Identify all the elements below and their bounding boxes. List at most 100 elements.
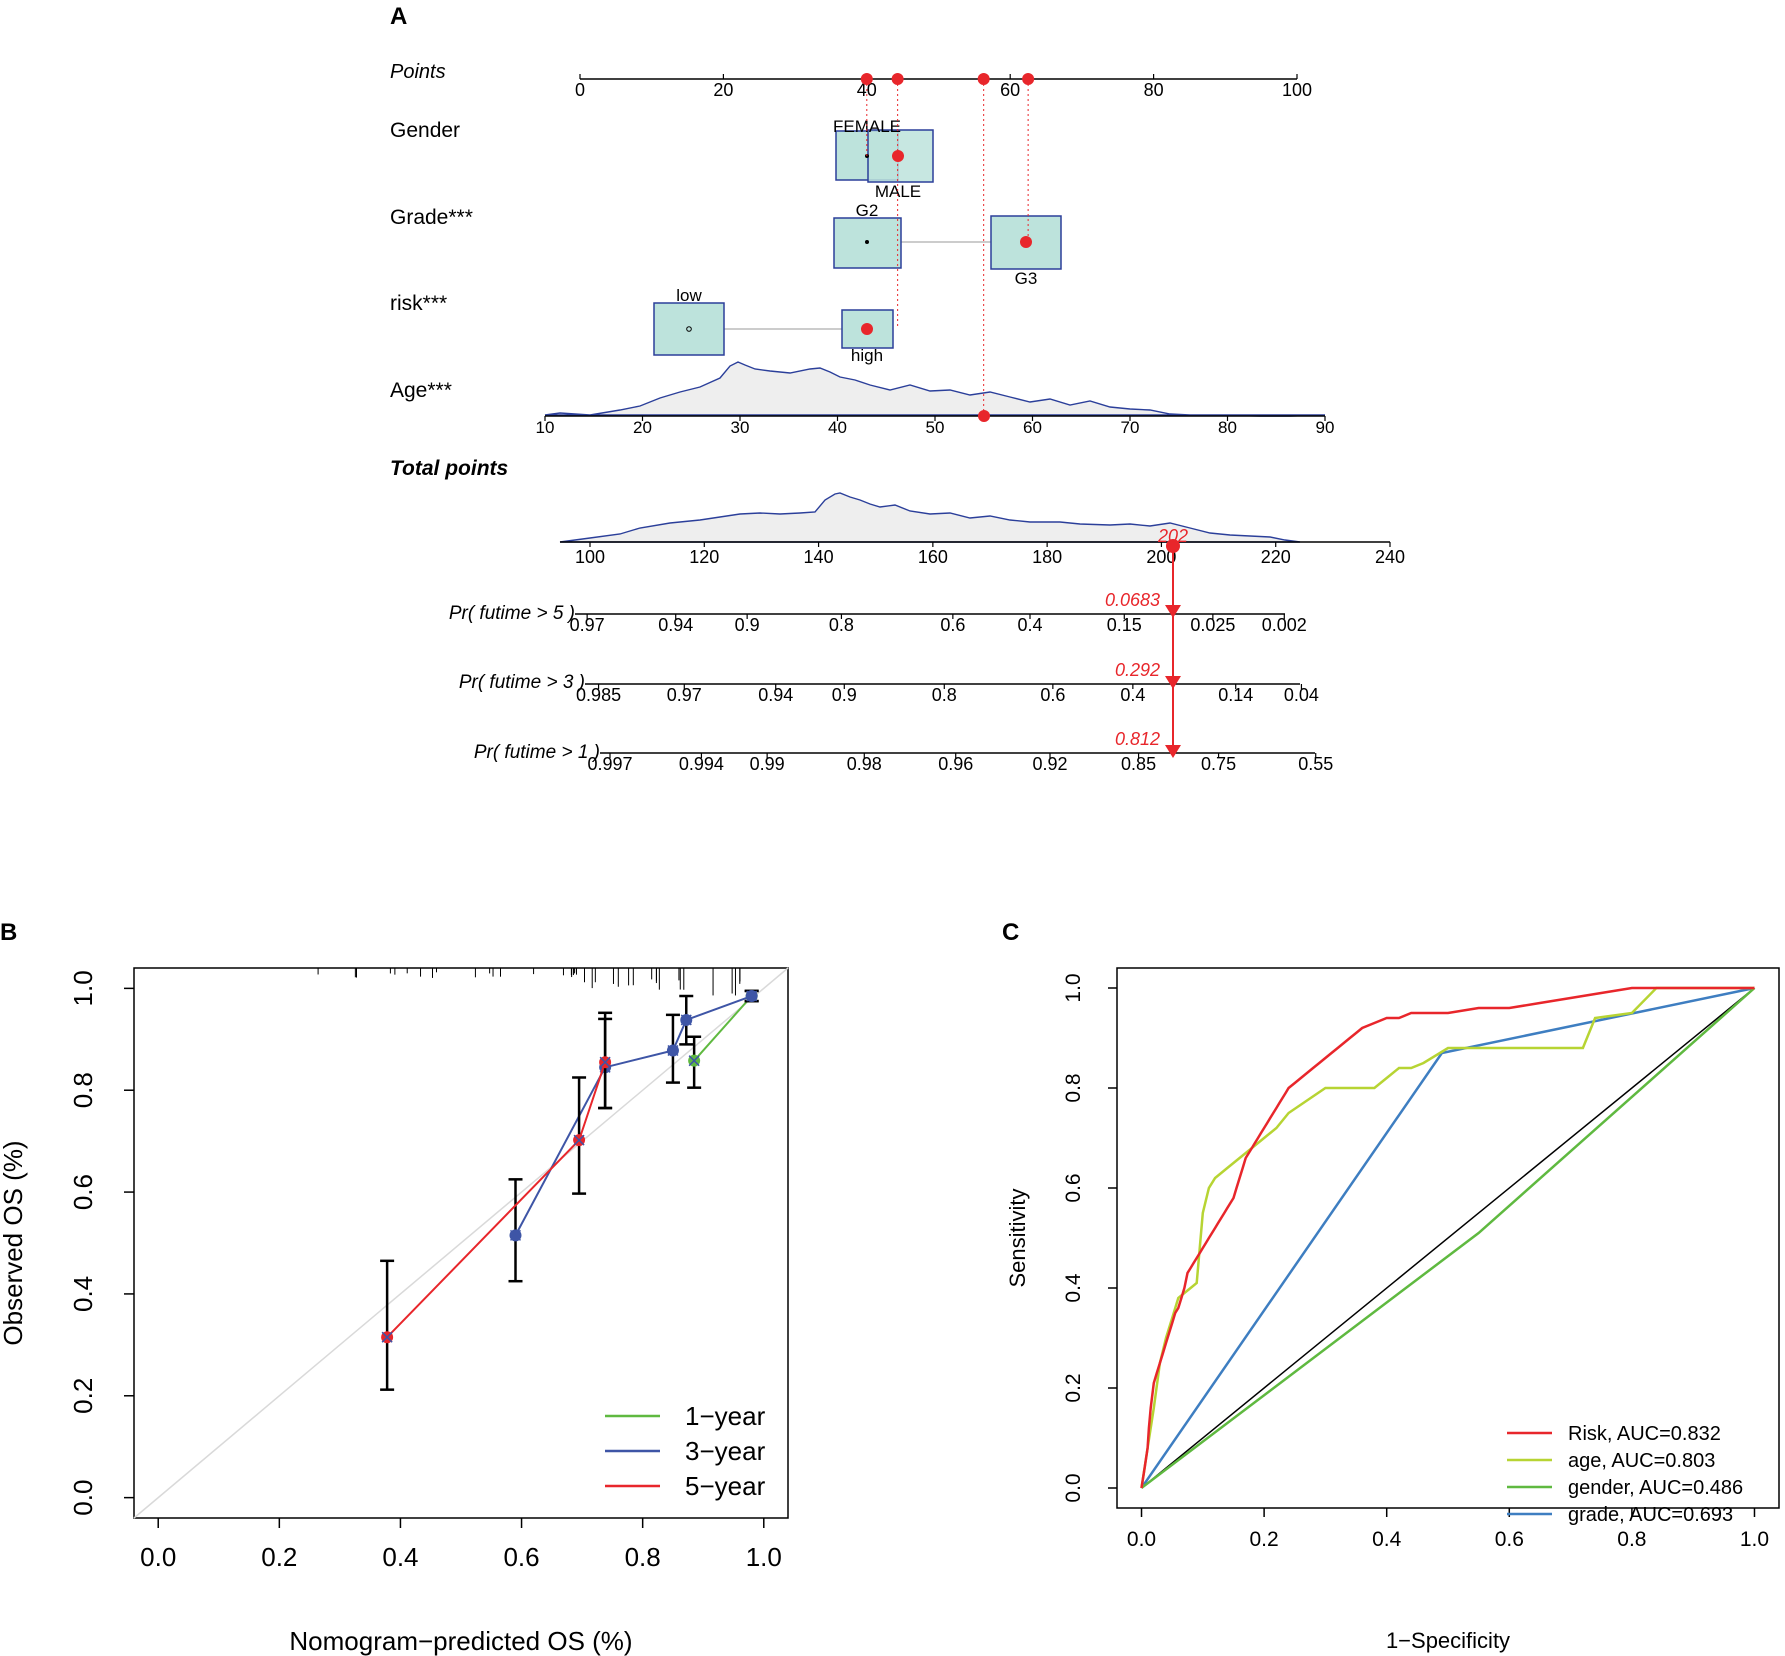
points-tick-label-0: 0: [575, 80, 585, 100]
cal-legend-text-2: 5−year: [685, 1471, 766, 1501]
roc-legend-text-0: Risk, AUC=0.832: [1568, 1423, 1721, 1445]
total-points-density: [559, 492, 1301, 543]
cal-ytick-label-3: 0.6: [68, 1174, 98, 1210]
roc-y-label: Sensitivity: [1005, 1188, 1030, 1287]
age-axis-ticks: 10 20 30 40 50 60 70 80 90: [536, 416, 1335, 437]
prob-tick-label-1-4: 0.8: [932, 685, 957, 705]
age-tick-label-8: 90: [1316, 418, 1335, 437]
roc-panel: C 0.0 0.2 0.4 0.6 0.8 1.0 0.0 0.2 0.4 0.6 0.8 1.0 1…: [1002, 919, 1780, 1653]
cal-ytick-label-4: 0.8: [68, 1072, 98, 1108]
prob-tick-label-2-1: 0.994: [679, 754, 724, 774]
cal-xtick-label-4: 0.8: [625, 1542, 661, 1572]
age-tick-label-0: 10: [536, 418, 555, 437]
roc-ytick-label-2: 0.4: [1062, 1273, 1085, 1303]
prob-tick-label-2-0: 0.997: [587, 754, 632, 774]
prob1-axis-ticks: 0.997 0.994 0.99 0.98 0.96 0.92 0.85 0.75 0.55: [587, 753, 1333, 774]
prob-tick-label-0-6: 0.15: [1107, 615, 1142, 635]
cal-cross-2-1: [573, 1134, 585, 1146]
age-tick-label-4: 50: [926, 418, 945, 437]
total-tick-label-4: 180: [1032, 547, 1062, 567]
selected-points-markers: [860, 73, 1035, 416]
roc-legend-text-3: grade, AUC=0.693: [1568, 1504, 1733, 1526]
age-tick-label-1: 20: [633, 418, 652, 437]
cal-xtick-label-0: 0.0: [140, 1542, 176, 1572]
roc-series: [1140, 986, 1756, 1489]
prob-tick-label-0-5: 0.4: [1017, 615, 1042, 635]
total-points-marker: [1166, 539, 1180, 553]
total-tick-label-3: 160: [918, 547, 948, 567]
prob1-arrow: [1165, 745, 1181, 758]
prob1-label: Pr( futime > 1 ): [474, 742, 600, 763]
cal-ytick-label-5: 1.0: [68, 970, 98, 1006]
points-axis-label: Points: [390, 61, 446, 83]
points-tick-label-4: 80: [1144, 80, 1164, 100]
prob-tick-label-1-3: 0.9: [832, 685, 857, 705]
prob-tick-label-1-6: 0.4: [1120, 685, 1145, 705]
grade-g3-point: [1020, 236, 1032, 248]
calibration-ideal-line: [133, 967, 789, 1519]
total-points-value: 202: [1157, 526, 1188, 546]
prob-tick-label-1-8: 0.04: [1284, 685, 1319, 705]
cal-line-0: [693, 995, 753, 1062]
prob-tick-label-0-7: 0.025: [1190, 615, 1235, 635]
age-tick-label-7: 80: [1218, 418, 1237, 437]
cal-cross-1-0: [509, 1229, 522, 1241]
roc-reference-line: [1141, 987, 1755, 1489]
risk-high-point: [861, 323, 873, 335]
roc-xtick-label-0: 0.0: [1127, 1528, 1156, 1551]
calibration-panel: B 0.0 0.2 0.4 0.6 0.8 1.0 0.0 0.2 0.4 0.6 0.8 1.0 N…: [0, 919, 789, 1656]
selected-point-0: [860, 73, 873, 85]
prob5-value: 0.0683: [1105, 590, 1160, 610]
prob-tick-label-2-3: 0.98: [847, 754, 882, 774]
roc-ytick-label-5: 1.0: [1062, 973, 1085, 1002]
calibration-y-label: Observed OS (%): [0, 1140, 28, 1345]
calibration-plot-frame: [133, 967, 789, 1519]
prob5-arrow: [1165, 605, 1181, 618]
age-tick-label-2: 30: [731, 418, 750, 437]
total-points-axis-ticks: 100 120 140 160 180 200 220 240: [575, 542, 1405, 567]
prob-tick-label-2-8: 0.55: [1298, 754, 1333, 774]
calibration-legend: 1−year 3−year 5−year: [605, 1401, 766, 1501]
prob-tick-label-0-3: 0.8: [829, 615, 854, 635]
prob-tick-label-1-0: 0.985: [576, 685, 621, 705]
cal-line-1: [514, 995, 753, 1236]
prob-tick-label-0-0: 0.97: [570, 615, 605, 635]
prob-tick-label-2-6: 0.85: [1121, 754, 1156, 774]
selected-point-3: [1022, 73, 1035, 85]
prob5-label: Pr( futime > 5 ): [449, 603, 575, 624]
prob-tick-label-0-4: 0.6: [940, 615, 965, 635]
cal-xtick-label-2: 0.4: [382, 1542, 418, 1572]
calibration-axes: 0.0 0.2 0.4 0.6 0.8 1.0 0.0 0.2 0.4 0.6 0.8 1.0: [68, 970, 782, 1572]
prob3-axis-ticks: 0.985 0.97 0.94 0.9 0.8 0.6 0.4 0.14 0.04: [576, 684, 1319, 705]
grade-label: Grade***: [390, 206, 473, 229]
prob-tick-label-2-5: 0.92: [1032, 754, 1067, 774]
cal-xtick-label-5: 1.0: [746, 1542, 782, 1572]
roc-legend-text-2: gender, AUC=0.486: [1568, 1477, 1743, 1499]
cal-ytick-label-2: 0.4: [68, 1276, 98, 1312]
points-tick-label-1: 20: [713, 80, 733, 100]
risk-low-dot: [686, 326, 692, 332]
roc-curve-0: [1140, 986, 1755, 1489]
risk-low-text: low: [676, 286, 702, 305]
roc-x-label: 1−Specificity: [1386, 1628, 1510, 1653]
roc-legend: Risk, AUC=0.832 age, AUC=0.803 gender, AUC…: [1507, 1423, 1743, 1526]
roc-ytick-label-3: 0.6: [1062, 1173, 1085, 1202]
total-tick-label-7: 240: [1375, 547, 1405, 567]
cal-xtick-label-3: 0.6: [503, 1542, 539, 1572]
age-tick-label-5: 60: [1023, 418, 1042, 437]
cal-cross-1-2: [667, 1044, 679, 1057]
gender-male-point: [892, 150, 904, 162]
roc-ytick-label-0: 0.0: [1062, 1473, 1085, 1502]
cal-ytick-label-0: 0.0: [68, 1480, 98, 1516]
prob3-label: Pr( futime > 3 ): [459, 672, 585, 693]
prob-tick-label-0-8: 0.002: [1262, 615, 1307, 635]
calibration-x-label: Nomogram−predicted OS (%): [289, 1626, 632, 1656]
age-point: [978, 410, 990, 422]
age-tick-label-6: 70: [1121, 418, 1140, 437]
age-density: [544, 361, 1325, 417]
cal-line-2: [386, 1061, 607, 1338]
risk-high-text: high: [851, 346, 883, 365]
panel-a-label: A: [390, 3, 407, 30]
gender-label: Gender: [390, 119, 460, 142]
